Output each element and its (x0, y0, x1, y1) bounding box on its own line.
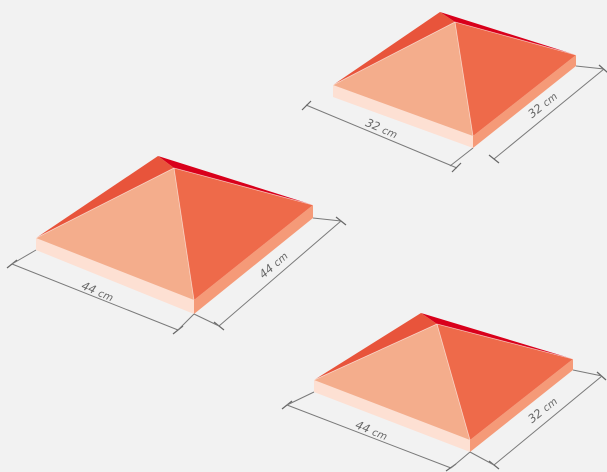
cap-top-face-back (440, 12, 576, 55)
cap-top-base-right (473, 55, 576, 148)
cap-top-dimension-left: 32 cm (301, 100, 474, 173)
cap-middle-base-right (194, 205, 313, 314)
cap-top-face-left (333, 12, 455, 85)
cap-middle-label-left: 44 cm (79, 278, 116, 304)
cap-bottom-face-right (437, 324, 573, 440)
pyramid-cap-bottom: 44 cm 32 cm (281, 313, 607, 472)
cap-middle-base-front (36, 238, 194, 314)
cap-middle-face-left (36, 156, 174, 238)
cap-top-face-right (455, 22, 576, 136)
pyramid-cap-top: 32 cm 32 cm (301, 12, 607, 173)
cap-bottom-dimension-left: 44 cm (281, 391, 471, 472)
cap-bottom-label-left: 44 cm (353, 418, 390, 444)
cap-middle-face-back (158, 156, 313, 205)
cap-middle-face-right (174, 168, 313, 300)
cap-bottom-face-left (314, 313, 437, 380)
cap-top-base-front (333, 85, 473, 148)
cap-top-face-front (333, 22, 473, 136)
cap-bottom-base-front (314, 380, 470, 452)
cap-bottom-face-back (421, 313, 573, 359)
cap-middle-face-front (36, 168, 194, 300)
pyramid-cap-middle: 44 cm 44 cm (6, 156, 347, 335)
cap-bottom-face-front (314, 324, 470, 440)
cap-bottom-base-right (470, 359, 573, 452)
